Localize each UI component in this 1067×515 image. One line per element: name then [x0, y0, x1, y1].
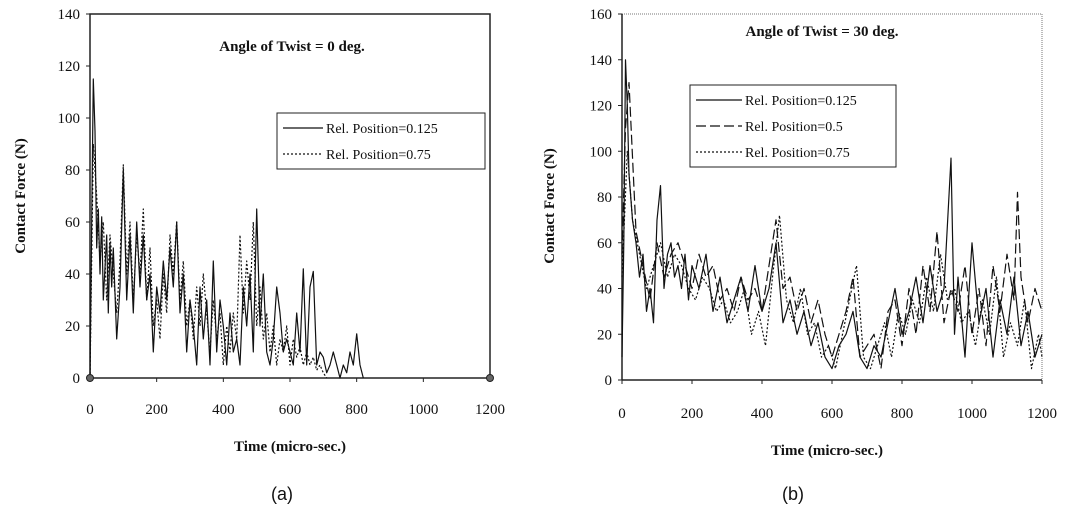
x-tick-label-b-6: 1200	[1027, 406, 1057, 422]
x-tick-label-a-5: 1000	[408, 402, 438, 418]
y-axis-ticks-b: 0 20 40 60 80 100 120 140 160	[590, 7, 622, 389]
x-tick-label-b-0: 0	[618, 406, 626, 422]
y-tick-label-a-2: 40	[65, 267, 80, 283]
legend-label-a-0: Rel. Position=0.125	[326, 122, 438, 137]
legend-box-a	[276, 112, 486, 170]
legend-label-b-2: Rel. Position=0.75	[745, 146, 850, 161]
legend-label-a-1: Rel. Position=0.75	[326, 148, 431, 163]
x-tick-label-b-2: 400	[751, 406, 774, 422]
legend-label-b-1: Rel. Position=0.5	[745, 120, 843, 135]
axis-end-marker-a-1	[486, 374, 494, 382]
legend-label-b-0: Rel. Position=0.125	[745, 94, 857, 109]
series-line-b-1	[621, 81, 1043, 370]
axis-end-marker-a-0	[86, 374, 94, 382]
x-axis-label-b: Time (micro-sec.)	[771, 443, 883, 459]
x-axis-ticks-b: 0 200 400 600 800 1000 1200	[618, 380, 1057, 422]
x-tick-label-b-3: 600	[821, 406, 844, 422]
panel-label-a: (a)	[271, 484, 293, 504]
y-tick-label-b-0: 0	[605, 373, 613, 389]
series-line-a-1	[89, 143, 328, 379]
y-tick-label-b-2: 40	[597, 282, 612, 298]
chart-b: 0 20 40 60 80 100 120 140 160 0 200 400 600 800 1000 1…	[542, 7, 1057, 459]
plot-area-b	[621, 13, 1043, 381]
series-line-a-0	[89, 78, 364, 379]
y-tick-label-a-4: 80	[65, 163, 80, 179]
series-line-b-2	[621, 150, 1043, 370]
x-tick-label-b-5: 1000	[957, 406, 987, 422]
y-tick-label-b-6: 120	[590, 99, 613, 115]
x-tick-label-b-1: 200	[681, 406, 704, 422]
x-tick-label-a-3: 600	[279, 402, 302, 418]
plot-area-a	[89, 13, 491, 379]
y-tick-label-b-8: 160	[590, 7, 613, 23]
y-tick-label-a-1: 20	[65, 319, 80, 335]
series-lines-a	[86, 78, 494, 382]
y-tick-label-a-7: 140	[58, 7, 81, 23]
y-tick-label-b-5: 100	[590, 144, 613, 160]
y-axis-ticks-a: 0 20 40 60 80 100 120 140	[58, 7, 90, 387]
chart-title-a: Angle of Twist = 0 deg.	[219, 39, 365, 55]
y-tick-label-b-7: 140	[590, 53, 613, 69]
chart-title-b: Angle of Twist = 30 deg.	[746, 24, 899, 40]
y-tick-label-a-0: 0	[73, 371, 81, 387]
series-lines-b	[621, 59, 1043, 370]
y-tick-label-a-6: 120	[58, 59, 81, 75]
y-tick-label-b-3: 60	[597, 236, 612, 252]
y-tick-label-a-3: 60	[65, 215, 80, 231]
series-line-b-0	[621, 59, 1043, 370]
x-tick-label-a-2: 400	[212, 402, 235, 418]
x-tick-label-a-1: 200	[145, 402, 168, 418]
x-tick-label-a-6: 1200	[475, 402, 505, 418]
y-tick-label-b-4: 80	[597, 190, 612, 206]
x-tick-label-a-4: 800	[345, 402, 368, 418]
y-axis-label-a: Contact Force (N)	[13, 138, 29, 254]
legend-a: Rel. Position=0.125 Rel. Position=0.75	[276, 112, 486, 170]
y-tick-label-a-5: 100	[58, 111, 81, 127]
panel-label-b: (b)	[782, 484, 804, 504]
chart-a: 0 20 40 60 80 100 120 140 0 200 400 600 800 1000 1200…	[13, 7, 505, 455]
x-axis-label-a: Time (micro-sec.)	[234, 439, 346, 455]
y-tick-label-b-1: 20	[597, 327, 612, 343]
x-axis-ticks-a: 0 200 400 600 800 1000 1200	[86, 378, 505, 418]
x-tick-label-a-0: 0	[86, 402, 94, 418]
legend-b: Rel. Position=0.125 Rel. Position=0.5 Re…	[689, 84, 897, 168]
y-axis-label-b: Contact Force (N)	[542, 148, 558, 264]
x-tick-label-b-4: 800	[891, 406, 914, 422]
